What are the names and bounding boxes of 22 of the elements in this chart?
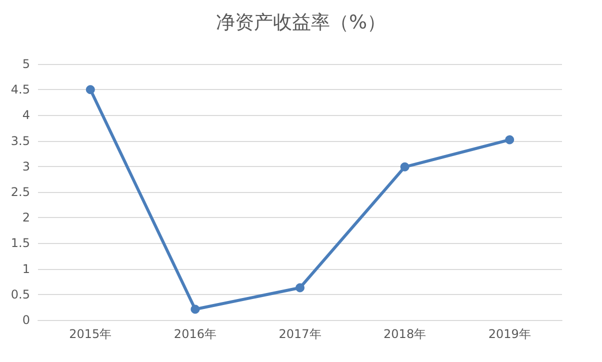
y-tick-label: 2 (22, 210, 30, 225)
y-tick-label: 2.5 (10, 185, 30, 199)
chart-title: 净资产收益率（%） (216, 12, 386, 34)
point (296, 283, 304, 292)
x-tick-label: 2015年 (69, 327, 112, 341)
point (86, 85, 95, 94)
x-tick-label: 2017年 (278, 327, 322, 341)
y-tick-label: 1.5 (10, 236, 30, 250)
point (505, 135, 514, 144)
y-tick-label: 4.5 (10, 82, 30, 97)
x-tick-label: 2016年 (174, 327, 216, 341)
y-tick-label: 0 (22, 313, 30, 327)
x-tick-label: 2018年 (384, 327, 426, 341)
y-tick-label: 3 (22, 159, 30, 174)
y-tick-label: 5 (22, 57, 30, 71)
y-tick-label: 1 (22, 262, 30, 276)
y-tick-label: 3.5 (10, 134, 30, 148)
point (400, 162, 410, 172)
point (190, 304, 200, 314)
y-tick-label: 4 (22, 108, 30, 122)
x-tick-label: 2019年 (488, 327, 531, 341)
y-tick-label: 0.5 (10, 287, 30, 302)
